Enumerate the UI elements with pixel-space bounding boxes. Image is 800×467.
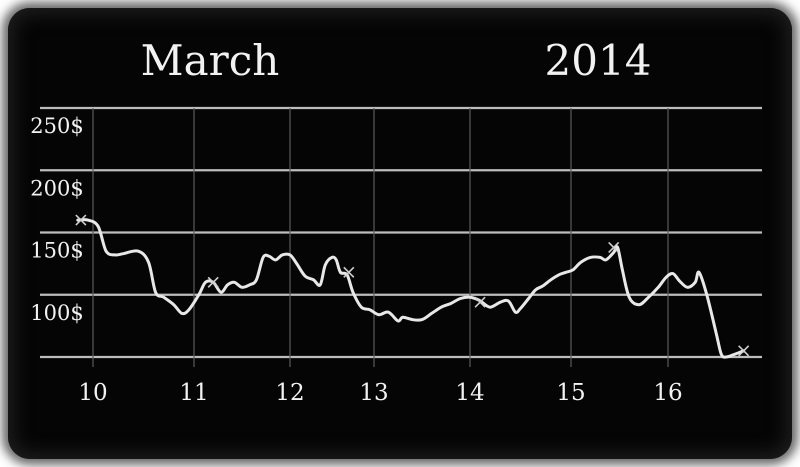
y-axis-ticks: 100$ 150$ 200$ 250$ (30, 114, 83, 325)
cross-marker-stroke (738, 345, 750, 357)
x-tick-label: 11 (179, 380, 208, 406)
price-series-line (76, 218, 746, 359)
x-tick-label: 10 (78, 380, 107, 406)
marker-layer (75, 214, 750, 357)
cross-marker (75, 214, 87, 226)
x-axis-ticks: 10 11 12 13 14 15 16 (78, 380, 682, 406)
cross-marker-stroke (343, 266, 355, 278)
x-tick-label: 12 (275, 380, 304, 406)
cross-marker-stroke (207, 276, 219, 288)
x-tick-label: 14 (455, 380, 484, 406)
chart-month-label: March (141, 36, 280, 85)
y-tick-label: 250$ (30, 114, 83, 138)
x-tick-label: 15 (556, 380, 585, 406)
grid-lines (40, 106, 762, 367)
cross-marker-stroke (608, 241, 620, 254)
cross-marker (738, 345, 750, 357)
chart-year-label: 2014 (545, 36, 652, 85)
cross-marker (474, 296, 486, 308)
cross-marker (207, 276, 219, 288)
cross-marker-stroke (75, 214, 87, 226)
cross-marker (608, 241, 620, 254)
y-tick-label: 100$ (30, 301, 83, 325)
cross-marker-stroke (474, 296, 486, 308)
series-layer (76, 218, 746, 359)
x-tick-label: 16 (653, 380, 682, 406)
cross-marker (343, 266, 355, 278)
y-tick-label: 150$ (30, 239, 83, 263)
y-tick-label: 200$ (30, 176, 83, 200)
x-tick-label: 13 (359, 380, 388, 406)
